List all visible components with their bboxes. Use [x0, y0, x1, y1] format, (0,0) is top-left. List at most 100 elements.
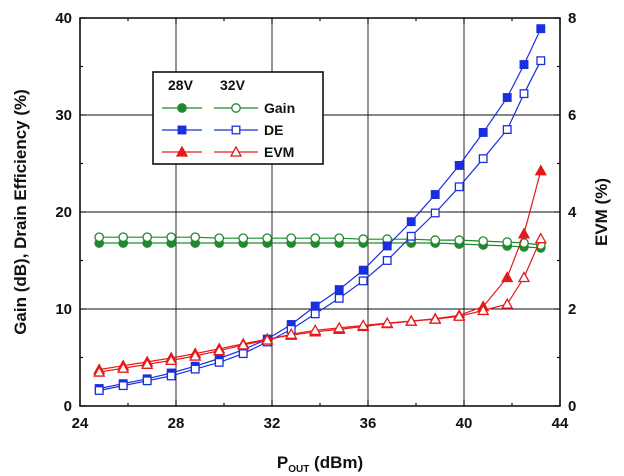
- data-point: [454, 235, 465, 245]
- data-point: [214, 233, 225, 244]
- data-point: [430, 235, 441, 245]
- data-point: [405, 314, 418, 326]
- y-right-axis-title: EVM (%): [592, 178, 611, 246]
- x-tick-label: 36: [360, 415, 377, 432]
- data-point: [166, 371, 176, 381]
- x-tick-label: 28: [168, 415, 185, 432]
- data-point: [118, 381, 128, 391]
- data-point: [430, 190, 440, 199]
- data-point: [310, 309, 320, 319]
- y-right-tick-label: 6: [568, 107, 576, 124]
- data-point: [478, 128, 488, 137]
- data-point: [358, 265, 368, 275]
- data-point: [502, 93, 512, 102]
- y-right-tick-label: 0: [568, 398, 576, 415]
- data-point: [381, 316, 394, 328]
- legend-marker-32v: [231, 125, 241, 135]
- series-gain-32v: [94, 232, 546, 250]
- data-point: [454, 182, 464, 192]
- legend-marker-32v: [231, 103, 241, 113]
- data-point: [142, 376, 152, 386]
- data-point: [190, 232, 201, 243]
- series-line: [99, 242, 541, 249]
- data-point: [118, 232, 129, 243]
- data-point: [309, 324, 322, 335]
- legend-header-28v: 28V: [168, 77, 194, 93]
- data-point: [310, 233, 321, 244]
- legend-row-de: DE: [162, 122, 283, 138]
- y-right-tick-label: 4: [568, 204, 577, 221]
- legend-row-gain: Gain: [162, 100, 295, 116]
- data-point: [430, 208, 440, 218]
- y-left-tick-label: 10: [55, 301, 72, 318]
- data-point: [406, 231, 416, 241]
- data-point: [357, 319, 370, 331]
- data-point: [429, 312, 442, 324]
- data-point: [94, 232, 105, 243]
- data-point: [142, 232, 153, 243]
- data-point: [534, 164, 547, 176]
- data-point: [478, 154, 488, 164]
- series-evm-32v: [93, 232, 547, 377]
- data-point: [519, 238, 529, 248]
- data-point: [501, 271, 514, 283]
- legend-label: Gain: [264, 100, 295, 116]
- data-point: [501, 297, 514, 309]
- data-point: [285, 327, 298, 339]
- data-point: [502, 125, 512, 134]
- data-point: [117, 361, 130, 373]
- legend-marker-28v: [177, 103, 187, 113]
- data-point: [189, 349, 202, 361]
- data-point: [536, 56, 546, 66]
- y-left-tick-label: 40: [55, 10, 72, 27]
- data-point: [93, 365, 106, 377]
- data-point: [382, 256, 392, 265]
- data-point: [213, 344, 226, 356]
- legend-marker-32v: [229, 145, 243, 157]
- data-point: [502, 237, 513, 247]
- y-left-tick-label: 30: [55, 107, 72, 124]
- data-point: [517, 227, 531, 239]
- data-point: [94, 386, 104, 395]
- data-point: [334, 285, 344, 295]
- data-point: [477, 304, 490, 316]
- data-point: [358, 234, 369, 245]
- curves: [93, 24, 547, 395]
- legend-marker-28v: [177, 125, 187, 135]
- data-point: [534, 232, 547, 244]
- data-point: [141, 357, 154, 369]
- legend-label: EVM: [264, 144, 294, 160]
- y-right-tick-label: 8: [568, 10, 576, 27]
- data-point: [454, 160, 464, 170]
- data-point: [190, 364, 200, 374]
- data-point: [406, 217, 416, 227]
- x-tick-label: 32: [264, 415, 281, 432]
- series-line: [99, 170, 542, 371]
- y-right-tick-label: 2: [568, 301, 576, 318]
- data-point: [382, 241, 392, 251]
- data-point: [333, 321, 346, 333]
- data-point: [519, 60, 529, 70]
- data-point: [165, 354, 178, 366]
- legend-row-evm: EVM: [162, 144, 294, 160]
- x-axis-title: POUT (dBm): [277, 453, 363, 475]
- y-left-tick-label: 20: [55, 204, 72, 221]
- data-point: [334, 293, 344, 303]
- data-point: [238, 349, 248, 359]
- data-point: [519, 89, 529, 99]
- legend-header-32v: 32V: [220, 77, 246, 93]
- data-point: [478, 236, 489, 246]
- y-left-tick-label: 0: [64, 398, 72, 415]
- data-point: [214, 357, 224, 367]
- data-point: [166, 232, 177, 243]
- data-point: [262, 233, 273, 244]
- data-point: [517, 271, 531, 283]
- data-point: [237, 338, 250, 350]
- y-left-axis-title: Gain (dB), Drain Efficiency (%): [11, 89, 30, 335]
- data-point: [310, 301, 320, 311]
- series-line: [99, 238, 542, 373]
- x-tick-label: 44: [552, 415, 569, 432]
- x-tick-label: 24: [72, 415, 89, 432]
